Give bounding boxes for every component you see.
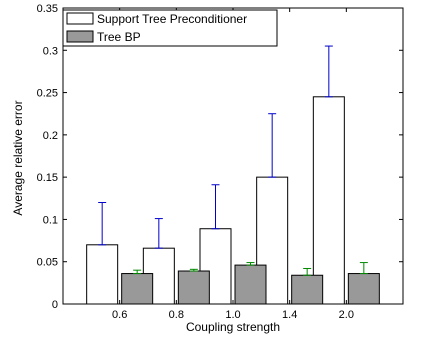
x-tick-label-4: 2.0	[339, 309, 354, 321]
bar-series1-2	[234, 264, 267, 305]
x-tick-label-3: 1.4	[282, 309, 297, 321]
bar-series0-0	[86, 244, 119, 305]
plot-area: 0 0.05 0.1 0.15 0.2 0.25 0.3 0.35 0.6 0.8 1.0 1.4 2.…	[37, 3, 404, 321]
x-tick-label-0: 0.6	[112, 309, 127, 321]
bar-series1-0	[121, 273, 154, 305]
legend-box	[62, 9, 278, 47]
y-tick-label-6: 0.3	[43, 45, 58, 57]
legend-swatch-tree-bp	[66, 30, 94, 43]
bar-series1-4	[347, 273, 380, 305]
y-axis-label: Average relative error	[11, 100, 25, 215]
x-tick-label-1: 0.8	[169, 309, 184, 321]
legend: Support Tree Preconditioner Tree BP	[62, 9, 278, 47]
y-tick-label-7: 0.35	[37, 3, 58, 15]
y-tick-label-0: 0	[52, 299, 58, 311]
y-tick-label-3: 0.15	[37, 172, 58, 184]
legend-label-support-tree: Support Tree Preconditioner	[97, 12, 247, 26]
y-tick-label-5: 0.25	[37, 88, 58, 100]
y-tick-label-4: 0.2	[43, 130, 58, 142]
bar-series0-4	[312, 96, 345, 305]
y-tick-label-1: 0.05	[37, 257, 58, 269]
legend-label-tree-bp: Tree BP	[97, 30, 141, 44]
legend-swatch-support-tree	[66, 12, 94, 25]
bar-series1-3	[291, 274, 324, 305]
bar-series1-1	[177, 270, 210, 305]
x-tick-label-2: 1.0	[225, 309, 240, 321]
x-axis-label: Coupling strength	[186, 320, 280, 334]
y-tick-label-2: 0.1	[43, 214, 58, 226]
